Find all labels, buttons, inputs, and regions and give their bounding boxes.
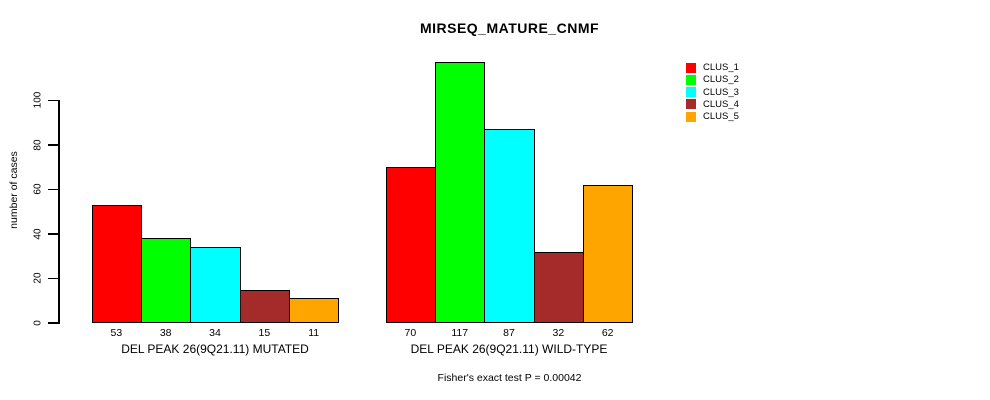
legend-label: CLUS_2 bbox=[703, 74, 739, 86]
legend-swatch bbox=[686, 74, 696, 85]
bar-value-label: 32 bbox=[552, 327, 565, 339]
bar-clus_5-group2 bbox=[583, 184, 634, 323]
legend-entry-clus_2: CLUS_2 bbox=[686, 74, 739, 85]
bar-value-label: 11 bbox=[308, 327, 320, 339]
y-tick-label: 80 bbox=[32, 139, 44, 151]
bar-value-label: 38 bbox=[159, 327, 172, 339]
bar-value-label: 87 bbox=[503, 327, 515, 339]
bar-clus_2-group2 bbox=[435, 62, 486, 323]
legend-swatch bbox=[686, 111, 696, 122]
legend-label: CLUS_4 bbox=[703, 98, 739, 110]
y-tick-label: 0 bbox=[32, 320, 44, 326]
legend-entry-clus_1: CLUS_1 bbox=[686, 62, 739, 73]
x-group-label-mutated: DEL PEAK 26(9Q21.11) MUTATED bbox=[121, 342, 309, 356]
legend-entry-clus_5: CLUS_5 bbox=[686, 111, 739, 122]
bar-value-label: 53 bbox=[110, 327, 123, 339]
bar-value-label: 117 bbox=[451, 327, 469, 339]
bar-clus_3-group2 bbox=[484, 129, 535, 323]
legend-entry-clus_4: CLUS_4 bbox=[686, 99, 739, 110]
bar-clus_5-group1 bbox=[289, 298, 340, 323]
x-group-label-wild-type: DEL PEAK 26(9Q21.11) WILD-TYPE bbox=[410, 342, 608, 356]
y-tick bbox=[48, 144, 58, 146]
legend-swatch bbox=[686, 99, 696, 110]
y-tick bbox=[48, 233, 58, 235]
legend-swatch bbox=[686, 87, 696, 98]
y-axis-label: number of cases bbox=[8, 151, 20, 229]
y-tick-label: 100 bbox=[32, 91, 44, 109]
y-tick-label: 40 bbox=[32, 228, 44, 240]
legend-swatch bbox=[686, 62, 696, 73]
fisher-test-caption: Fisher's exact test P = 0.00042 bbox=[437, 372, 582, 384]
legend-label: CLUS_1 bbox=[703, 62, 739, 73]
legend-entry-clus_3: CLUS_3 bbox=[686, 87, 739, 98]
y-tick-label: 20 bbox=[32, 272, 44, 285]
bar-value-label: 15 bbox=[258, 327, 271, 339]
bar-clus_3-group1 bbox=[190, 247, 241, 323]
bar-clus_1-group2 bbox=[385, 167, 437, 323]
bar-value-label: 34 bbox=[209, 327, 221, 339]
y-tick bbox=[48, 277, 58, 280]
bar-clus_2-group1 bbox=[141, 238, 192, 323]
y-tick bbox=[48, 99, 58, 102]
y-tick-label: 60 bbox=[32, 183, 44, 195]
y-tick bbox=[48, 188, 58, 191]
bar-clus_4-group1 bbox=[239, 289, 291, 323]
y-tick bbox=[48, 322, 58, 324]
legend-label: CLUS_3 bbox=[703, 86, 739, 98]
bar-clus_1-group1 bbox=[91, 204, 143, 323]
legend-label: CLUS_5 bbox=[703, 111, 739, 123]
bar-value-label: 62 bbox=[601, 327, 614, 339]
bar-value-label: 70 bbox=[404, 327, 417, 339]
chart-title: MIRSEQ_MATURE_CNMF bbox=[419, 20, 600, 36]
bar-clus_4-group2 bbox=[533, 251, 585, 323]
y-axis-line bbox=[58, 100, 60, 324]
